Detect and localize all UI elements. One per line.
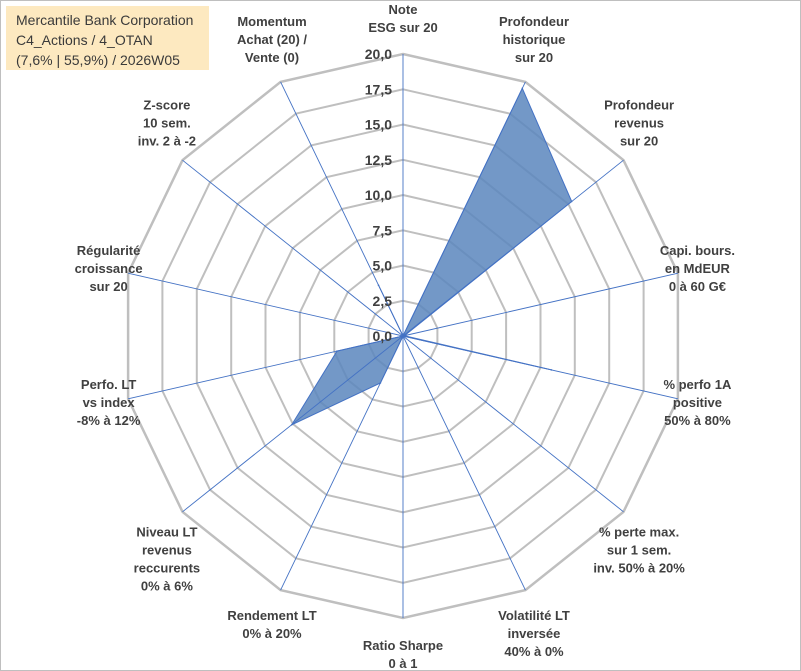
axis-spoke xyxy=(402,159,624,337)
tick-label: 5,0 xyxy=(373,258,393,274)
axis-spoke xyxy=(402,81,526,337)
axis-spoke xyxy=(402,335,526,591)
axis-spoke xyxy=(182,159,404,337)
tick-label: 10,0 xyxy=(365,187,392,203)
tick-label: 17,5 xyxy=(365,81,392,97)
radar-spokes xyxy=(127,54,679,618)
category-label: Volatilité LT inversée 40% à 0% xyxy=(498,608,570,659)
chart-title-stats: (7,6% | 55,9%) / 2026W05 xyxy=(16,52,180,68)
category-label: Z-score 10 sem. inv. 2 à -2 xyxy=(138,98,196,149)
axis-spoke xyxy=(127,335,404,400)
category-label: Momentum Achat (20) / Vente (0) xyxy=(237,14,307,65)
axis-spoke xyxy=(402,335,624,513)
chart-title-category: C4_Actions / 4_OTAN xyxy=(16,32,153,48)
axis-spoke xyxy=(402,335,679,400)
radar-category-labels: Note ESG sur 20 Profondeur historique sur 20… xyxy=(75,2,735,671)
tick-label: 2,5 xyxy=(373,293,393,309)
tick-label: 20,0 xyxy=(365,46,392,62)
category-label: Niveau LT revenus reccurents 0% à 6% xyxy=(134,524,200,593)
category-label: Capi. bours. en MdEUR 0 à 60 G€ xyxy=(660,243,735,294)
category-label: Ratio Sharpe 0 à 1 xyxy=(363,638,443,671)
category-label: Profondeur revenus sur 20 xyxy=(604,98,674,149)
axis-spoke xyxy=(182,335,404,513)
category-label: Rendement LT 0% à 20% xyxy=(227,608,316,641)
tick-label: 15,0 xyxy=(365,117,392,133)
axis-spoke xyxy=(280,335,404,591)
axis-spoke xyxy=(127,272,404,337)
axis-spoke xyxy=(402,272,679,337)
chart-title-box: Mercantile Bank Corporation C4_Actions /… xyxy=(6,6,209,70)
category-label: Profondeur historique sur 20 xyxy=(499,14,569,65)
category-label: Note ESG sur 20 xyxy=(368,2,437,35)
series-area xyxy=(290,87,573,426)
tick-label: 12,5 xyxy=(365,152,392,168)
chart-title-company: Mercantile Bank Corporation xyxy=(16,12,194,28)
tick-label: 7,5 xyxy=(373,222,393,238)
tick-label: 0,0 xyxy=(373,328,393,344)
radar-series-layer xyxy=(290,87,573,426)
category-label: Régularité croissance sur 20 xyxy=(75,243,143,294)
category-label: % perte max. sur 1 sem. inv. 50% à 20% xyxy=(593,524,685,575)
axis-spoke xyxy=(280,81,404,337)
category-label: Perfo. LT vs index -8% à 12% xyxy=(77,377,141,428)
category-label: % perfo 1A positive 50% à 80% xyxy=(663,377,732,428)
radar-tick-labels: 0,0 2,5 5,0 7,5 10,0 12,5 15,0 17,5 20,0 xyxy=(365,46,392,344)
